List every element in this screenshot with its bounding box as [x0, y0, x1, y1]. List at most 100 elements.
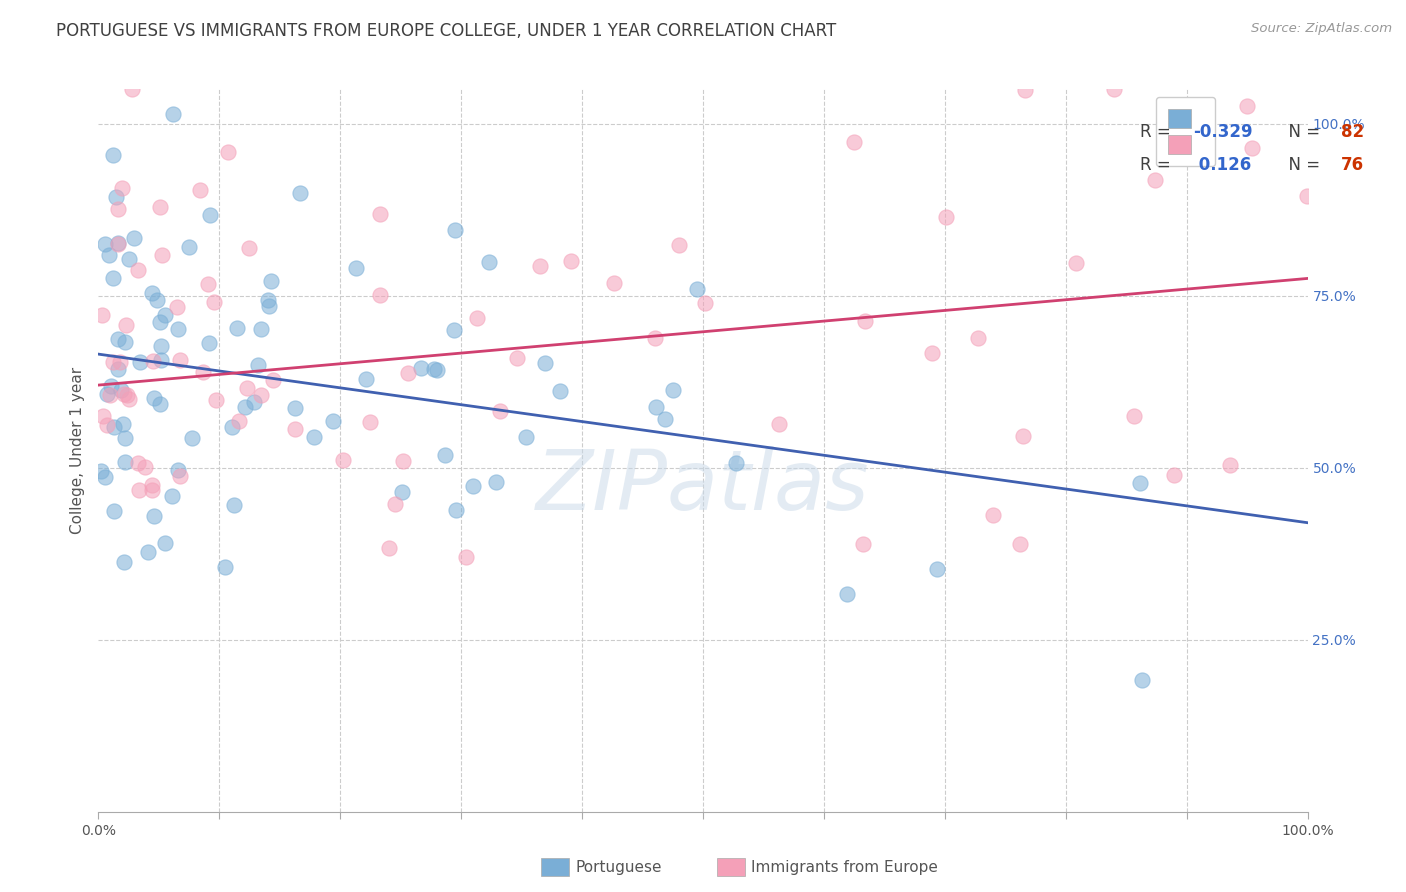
Point [1163, 467, 1185, 482]
Point [238, 241, 260, 255]
Text: N =: N = [1278, 155, 1324, 174]
Point [284, 401, 307, 415]
Point [96, 387, 118, 401]
Point [983, 508, 1005, 523]
Point [233, 400, 256, 414]
Point [94, 237, 117, 252]
Point [925, 562, 948, 576]
Text: Source: ZipAtlas.com: Source: ZipAtlas.com [1251, 22, 1392, 36]
Point [935, 210, 957, 224]
Point [149, 352, 172, 367]
Point [1143, 173, 1166, 187]
Point [242, 395, 264, 409]
Point [160, 489, 183, 503]
Point [654, 412, 676, 426]
Point [121, 82, 143, 96]
Point [835, 587, 858, 601]
Point [111, 181, 134, 195]
Text: PORTUGUESE VS IMMIGRANTS FROM EUROPE COLLEGE, UNDER 1 YEAR CORRELATION CHART: PORTUGUESE VS IMMIGRANTS FROM EUROPE COL… [56, 22, 837, 40]
Point [443, 223, 465, 237]
Point [284, 422, 307, 436]
Point [162, 107, 184, 121]
Point [191, 365, 214, 379]
Text: N =: N = [1278, 123, 1324, 141]
Point [422, 361, 444, 376]
Point [107, 236, 129, 251]
Point [150, 248, 173, 262]
Point [112, 386, 135, 401]
Point [257, 293, 280, 307]
Point [844, 135, 866, 149]
Point [214, 560, 236, 574]
Point [425, 363, 447, 377]
Point [169, 468, 191, 483]
Point [94, 470, 117, 484]
Point [149, 315, 172, 329]
Point [127, 262, 149, 277]
Point [560, 254, 582, 268]
Point [246, 358, 269, 372]
Point [217, 145, 239, 160]
Point [396, 366, 419, 380]
Point [149, 338, 172, 352]
Point [112, 555, 135, 569]
Point [262, 373, 284, 387]
Point [103, 504, 125, 518]
Y-axis label: College, Under 1 year: College, Under 1 year [69, 367, 84, 534]
Point [384, 497, 406, 511]
Point [101, 271, 124, 285]
Point [104, 189, 127, 203]
Point [368, 287, 391, 301]
Point [368, 207, 391, 221]
Point [188, 183, 211, 197]
Point [603, 276, 626, 290]
Point [145, 293, 167, 308]
Point [142, 354, 165, 368]
Point [1008, 537, 1031, 551]
Point [1122, 409, 1144, 423]
Point [198, 208, 221, 222]
Point [129, 355, 152, 369]
Point [127, 456, 149, 470]
Point [107, 362, 129, 376]
Point [645, 401, 668, 415]
Point [90, 308, 112, 322]
Point [118, 252, 141, 266]
Text: Portuguese: Portuguese [575, 860, 662, 874]
Point [1129, 476, 1152, 491]
Point [1011, 429, 1033, 443]
Point [114, 334, 136, 349]
Point [143, 392, 166, 406]
Point [167, 463, 190, 477]
Text: Immigrants from Europe: Immigrants from Europe [751, 860, 938, 874]
Point [529, 259, 551, 273]
Point [114, 318, 136, 332]
Point [921, 345, 943, 359]
Point [177, 240, 200, 254]
Point [1236, 99, 1258, 113]
Point [101, 148, 124, 162]
Point [169, 353, 191, 368]
Point [443, 323, 465, 337]
Point [377, 541, 399, 556]
Point [107, 202, 129, 217]
Text: 82: 82 [1341, 123, 1364, 141]
Point [221, 420, 243, 434]
Point [204, 393, 226, 408]
Point [967, 331, 990, 345]
Point [1296, 189, 1319, 203]
Point [332, 453, 354, 467]
Point [149, 397, 172, 411]
Point [101, 354, 124, 368]
Point [662, 384, 685, 398]
Point [304, 430, 326, 444]
Point [1130, 673, 1153, 688]
Point [228, 414, 250, 428]
Point [107, 332, 129, 346]
Point [141, 478, 163, 492]
Point [90, 464, 112, 478]
Point [112, 417, 135, 431]
Point [202, 295, 225, 310]
Point [1102, 82, 1125, 96]
Point [344, 260, 367, 275]
